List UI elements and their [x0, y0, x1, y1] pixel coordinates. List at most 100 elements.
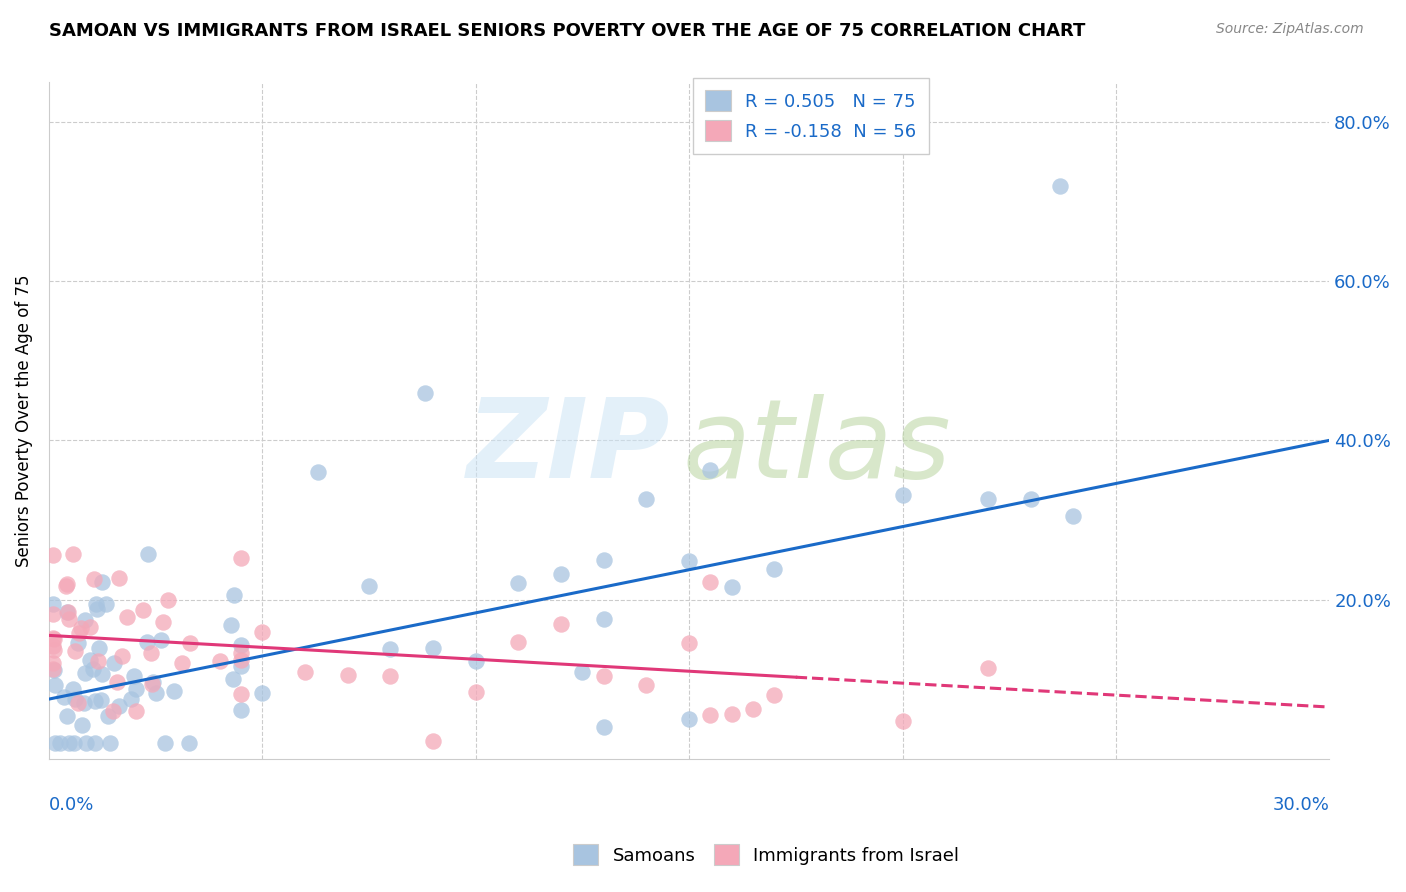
Point: [84, 597, 107, 611]
Point: [55, 580, 77, 594]
Point: [464, 685, 486, 699]
Point: [42, 607, 65, 622]
Point: [69, 621, 91, 635]
Point: [82, 662, 104, 676]
Point: [1019, 492, 1042, 507]
Point: [229, 703, 252, 717]
Point: [592, 612, 614, 626]
Point: [58, 736, 80, 750]
Point: [87, 641, 110, 656]
Point: [73, 613, 96, 627]
Point: [49, 736, 72, 750]
Point: [219, 617, 242, 632]
Point: [55, 605, 77, 619]
Point: [592, 553, 614, 567]
Point: [67, 625, 90, 640]
Point: [105, 675, 128, 690]
Point: [97, 709, 120, 723]
Point: [62, 547, 84, 561]
Point: [120, 692, 142, 706]
Point: [678, 554, 700, 568]
Text: 30.0%: 30.0%: [1272, 796, 1329, 814]
Point: [101, 704, 124, 718]
Point: [156, 593, 179, 607]
Point: [229, 638, 252, 652]
Point: [79, 653, 101, 667]
Point: [699, 463, 721, 477]
Point: [72, 718, 94, 732]
Text: atlas: atlas: [683, 394, 952, 501]
Point: [62, 681, 84, 696]
Point: [422, 734, 444, 748]
Point: [357, 579, 380, 593]
Point: [115, 610, 138, 624]
Point: [229, 687, 252, 701]
Point: [65, 644, 87, 658]
Point: [891, 488, 914, 502]
Point: [42, 632, 65, 647]
Point: [111, 649, 134, 664]
Point: [252, 624, 274, 639]
Point: [380, 668, 402, 682]
Point: [977, 660, 1000, 674]
Point: [125, 681, 148, 696]
Point: [422, 640, 444, 655]
Text: ZIP: ZIP: [467, 394, 669, 501]
Point: [73, 696, 96, 710]
Point: [122, 669, 145, 683]
Point: [42, 656, 65, 670]
Point: [413, 385, 436, 400]
Point: [179, 636, 201, 650]
Point: [91, 667, 114, 681]
Point: [742, 702, 765, 716]
Point: [103, 656, 125, 670]
Point: [42, 597, 65, 611]
Point: [44, 736, 66, 750]
Point: [108, 699, 131, 714]
Point: [636, 491, 658, 506]
Point: [66, 636, 89, 650]
Point: [636, 678, 658, 692]
Point: [150, 632, 173, 647]
Point: [44, 643, 66, 657]
Point: [67, 696, 90, 710]
Point: [977, 492, 1000, 507]
Point: [44, 663, 66, 677]
Point: [145, 686, 167, 700]
Point: [508, 576, 530, 591]
Point: [464, 654, 486, 668]
Point: [84, 736, 107, 750]
Point: [294, 665, 316, 680]
Point: [678, 712, 700, 726]
Point: [229, 653, 252, 667]
Point: [94, 597, 117, 611]
Text: Source: ZipAtlas.com: Source: ZipAtlas.com: [1216, 22, 1364, 37]
Point: [75, 736, 97, 750]
Point: [86, 602, 108, 616]
Point: [592, 720, 614, 734]
Point: [252, 686, 274, 700]
Point: [229, 550, 252, 565]
Point: [222, 588, 245, 602]
Point: [136, 547, 159, 561]
Point: [142, 675, 165, 690]
Point: [125, 704, 148, 718]
Point: [229, 658, 252, 673]
Point: [592, 668, 614, 682]
Point: [58, 612, 80, 626]
Point: [58, 605, 80, 619]
Point: [63, 692, 86, 706]
Point: [42, 548, 65, 562]
Point: [108, 571, 131, 585]
Point: [699, 708, 721, 723]
Point: [336, 668, 359, 682]
Point: [42, 639, 65, 653]
Point: [550, 616, 572, 631]
Point: [720, 580, 742, 594]
Text: SAMOAN VS IMMIGRANTS FROM ISRAEL SENIORS POVERTY OVER THE AGE OF 75 CORRELATION : SAMOAN VS IMMIGRANTS FROM ISRAEL SENIORS…: [49, 22, 1085, 40]
Point: [170, 656, 193, 670]
Point: [1049, 178, 1071, 193]
Point: [56, 577, 79, 591]
Point: [763, 561, 786, 575]
Point: [208, 654, 231, 668]
